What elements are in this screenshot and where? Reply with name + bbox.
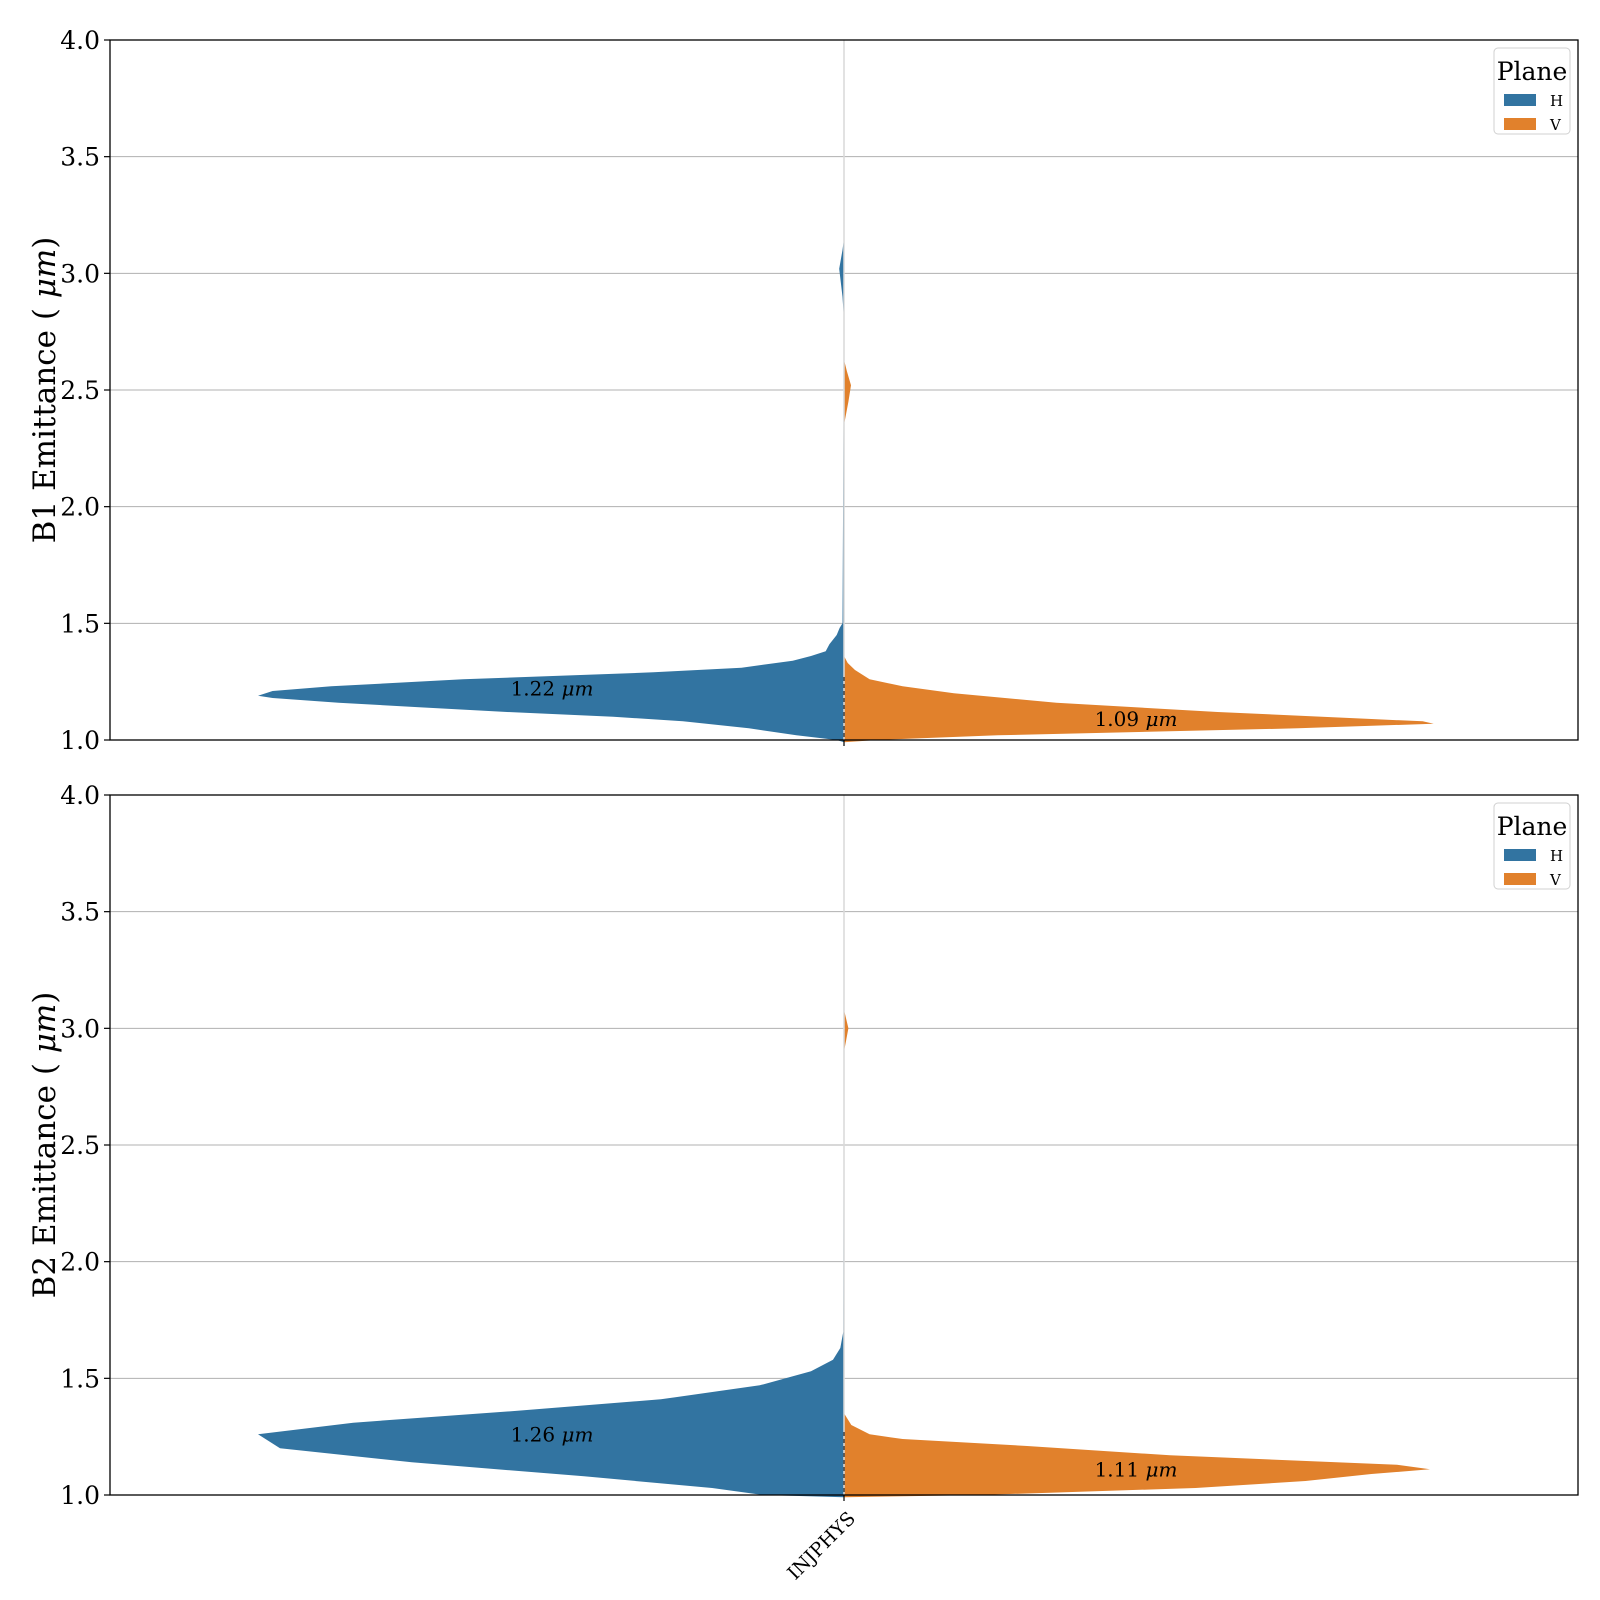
legend-swatch-v: [1504, 873, 1536, 885]
median-label-v: 1.11 μm: [1095, 1457, 1178, 1481]
violin-h: [258, 795, 844, 1498]
chart-panel-2: 1.0 1.5 2.0 2.5 3.0 3.5 4.0 1.26 μm 1.11 μm B2 Em…: [27, 781, 1579, 1584]
y-axis-label: B2 Emittance ( μm): [27, 992, 63, 1299]
legend-box: [1493, 802, 1571, 890]
legend-title: Plane: [1497, 812, 1568, 841]
y-tick-label: 1.0: [60, 1481, 100, 1510]
y-tick-label: 3.0: [60, 1014, 100, 1043]
legend-label-v: V: [1549, 871, 1562, 889]
x-category-label: INJPHYS: [783, 1507, 860, 1584]
y-tick-label: 3.5: [60, 143, 100, 172]
legend-swatch-h: [1504, 94, 1536, 106]
legend-label-h: H: [1550, 92, 1563, 110]
legend-swatch-v: [1504, 118, 1536, 130]
y-tick-label: 3.5: [60, 898, 100, 927]
y-tick-label: 2.0: [60, 493, 100, 522]
chart-panel-1: 1.0 1.5 2.0 2.5 3.0 3.5 4.0 1.22 μm 1.09 μm B1 Em…: [27, 26, 1579, 755]
legend-title: Plane: [1497, 57, 1568, 86]
median-label-v: 1.09 μm: [1095, 707, 1178, 731]
legend-label-v: V: [1549, 116, 1562, 134]
violin-v: [844, 1009, 1430, 1498]
violin-h: [258, 238, 844, 743]
y-tick-label: 2.5: [60, 376, 100, 405]
violin-v: [844, 359, 1434, 743]
legend: Plane HV: [1493, 47, 1571, 135]
y-tick-label: 1.0: [60, 726, 100, 755]
y-tick-label: 4.0: [60, 781, 100, 810]
y-tick-label: 1.5: [60, 1364, 100, 1393]
legend-label-h: H: [1550, 847, 1563, 865]
legend: Plane HV: [1493, 802, 1571, 890]
y-axis-label: B1 Emittance ( μm): [27, 237, 63, 544]
median-label-h: 1.26 μm: [511, 1422, 594, 1446]
legend-box: [1493, 47, 1571, 135]
y-tick-label: 2.0: [60, 1248, 100, 1277]
median-label-h: 1.22 μm: [511, 677, 594, 701]
y-tick-label: 3.0: [60, 259, 100, 288]
legend-swatch-h: [1504, 849, 1536, 861]
y-tick-label: 4.0: [60, 26, 100, 55]
y-tick-label: 2.5: [60, 1131, 100, 1160]
y-tick-label: 1.5: [60, 609, 100, 638]
